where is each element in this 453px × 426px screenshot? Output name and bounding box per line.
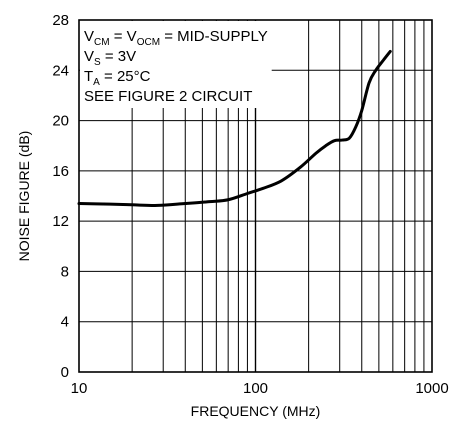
y-tick-label: 28: [52, 12, 69, 29]
y-tick-label: 4: [61, 314, 69, 331]
y-tick-labels: 0 4 8 12 16 20 24 28: [52, 12, 69, 381]
annotation-text: V: [84, 28, 94, 45]
annotation-line: SEE FIGURE 2 CIRCUIT: [84, 88, 252, 105]
y-tick-label: 24: [52, 62, 69, 79]
plot-frame: [78, 19, 433, 373]
y-tick-label: 12: [52, 213, 69, 230]
annotation-line: VS = 3V: [84, 48, 136, 68]
x-tick-labels: 10 100 1000: [71, 380, 449, 397]
annotation-text: T: [84, 68, 93, 85]
series-line: [77, 49, 392, 207]
annotation-subscript: A: [93, 77, 100, 88]
x-tick-label: 100: [243, 380, 268, 397]
annotation-line: TA = 25°C: [84, 68, 151, 88]
annotation-text: = V: [110, 28, 137, 45]
y-tick-label: 20: [52, 113, 69, 130]
y-tick-label: 16: [52, 163, 69, 180]
annotation-subscript: OCM: [137, 37, 160, 48]
x-tick-label: 10: [71, 380, 88, 397]
annotation-text: = MID-SUPPLY: [160, 28, 268, 45]
annotation-subscript: S: [94, 57, 101, 68]
annotation-text: = 25°C: [100, 68, 151, 85]
annotation-text: = 3V: [101, 48, 136, 65]
x-tick-label: 1000: [415, 380, 448, 397]
y-axis-label: NOISE FIGURE (dB): [16, 131, 32, 262]
annotation-text: SEE FIGURE 2 CIRCUIT: [84, 88, 252, 105]
x-axis-label: FREQUENCY (MHz): [191, 403, 321, 419]
annotation-line: VCM = VOCM = MID-SUPPLY: [84, 28, 268, 48]
annotation-subscript: CM: [94, 37, 110, 48]
annotation-text: V: [84, 48, 94, 65]
annotation-background: [80, 21, 272, 108]
y-tick-label: 8: [61, 263, 69, 280]
y-tick-label: 0: [61, 364, 69, 381]
